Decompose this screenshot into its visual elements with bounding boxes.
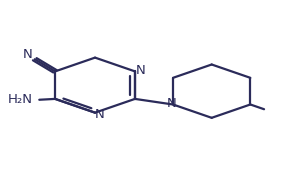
Text: N: N — [22, 48, 32, 61]
Text: H₂N: H₂N — [8, 93, 33, 106]
Text: N: N — [135, 63, 145, 77]
Text: N: N — [167, 97, 177, 110]
Text: N: N — [94, 108, 104, 121]
